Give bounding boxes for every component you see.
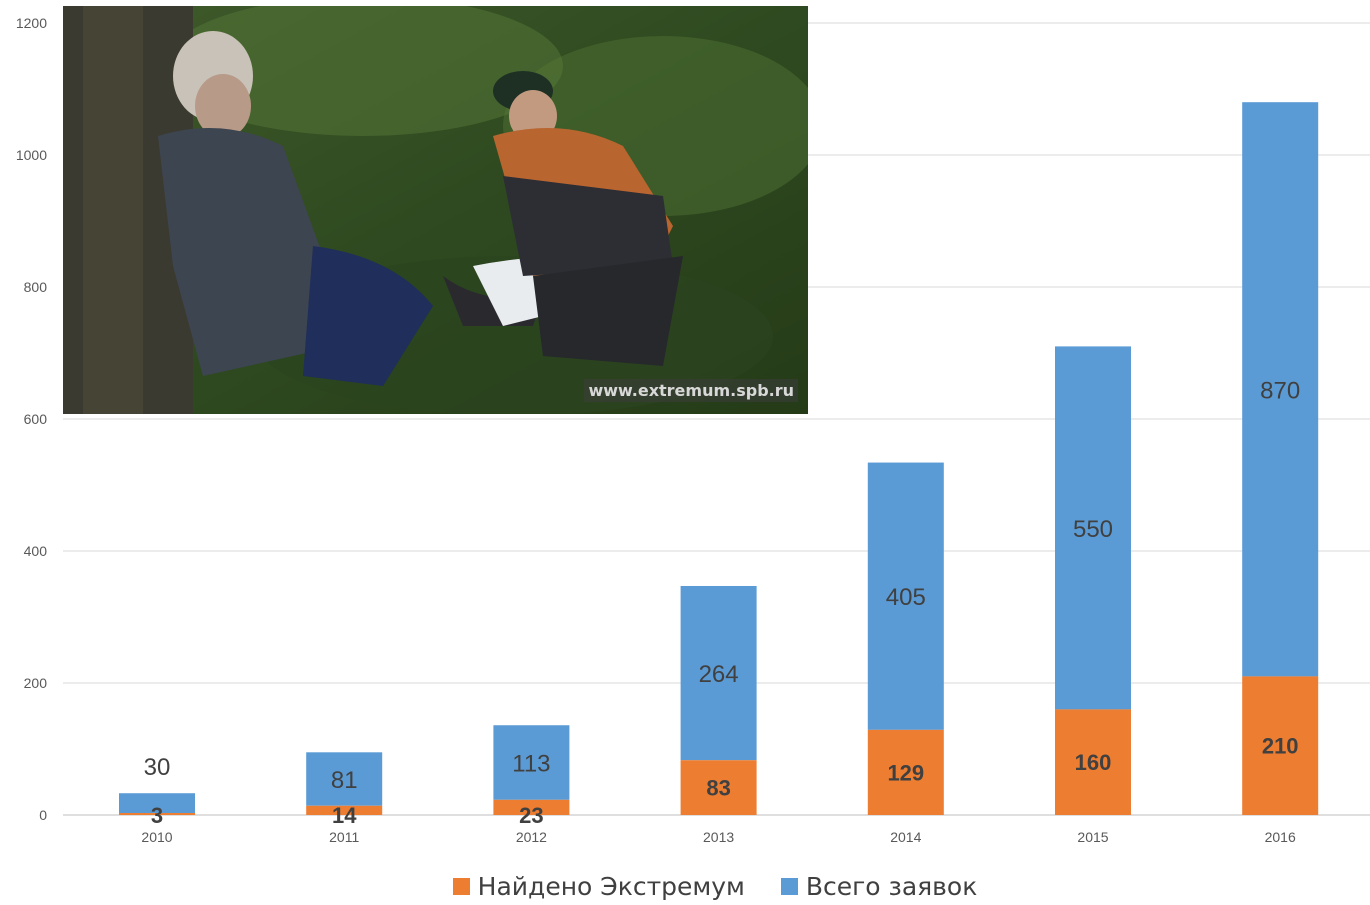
legend-label-total: Всего заявок (805, 872, 978, 901)
x-tick-label-2015: 2015 (1077, 829, 1108, 845)
bar-total-2015 (1055, 346, 1131, 710)
x-tick-label-2016: 2016 (1265, 829, 1296, 845)
x-tick-label-2012: 2012 (516, 829, 547, 845)
bar-total-2016 (1242, 102, 1319, 677)
bar-found-2010 (119, 813, 195, 815)
bar-total-2014 (867, 462, 944, 730)
bar-total-2012 (493, 725, 570, 800)
data-label-total-2012: 113 (512, 751, 550, 778)
y-tick-label-1000: 1000 (16, 147, 47, 163)
bar-found-2012 (493, 799, 570, 815)
bar-total-2010 (119, 793, 195, 814)
bar-found-2015 (1055, 709, 1131, 815)
data-label-total-2016: 870 (1260, 377, 1300, 404)
legend: Найдено Экстремум Всего заявок (0, 872, 1370, 901)
legend-item-total: Всего заявок (780, 872, 978, 901)
y-tick-label-1200: 1200 (16, 15, 47, 31)
y-axis: 0 200 400 600 800 1000 1200 (16, 15, 47, 823)
y-tick-label-800: 800 (24, 279, 48, 295)
legend-swatch-orange (452, 878, 470, 895)
bar-found-2016 (1242, 676, 1319, 815)
bar-found-2014 (867, 729, 944, 815)
data-label-total-2015: 550 (1073, 516, 1113, 543)
data-label-found-2013: 83 (706, 776, 730, 801)
data-label-total-2011: 81 (331, 767, 358, 794)
y-tick-label-400: 400 (24, 543, 48, 559)
legend-item-found: Найдено Экстремум (452, 872, 745, 901)
x-tick-label-2010: 2010 (141, 829, 172, 845)
bar-total-2011 (306, 752, 383, 806)
x-tick-label-2014: 2014 (890, 829, 921, 845)
x-tick-label-2013: 2013 (703, 829, 734, 845)
data-label-found-2010: 3 (151, 803, 163, 828)
data-label-found-2015: 160 (1075, 750, 1112, 775)
x-tick-label-2011: 2011 (329, 829, 359, 845)
rescue-photo: www.extremum.spb.ru (63, 6, 808, 414)
data-label-total-2013: 264 (699, 661, 739, 688)
legend-swatch-blue (780, 878, 798, 895)
data-label-total-2014: 405 (886, 584, 926, 611)
legend-label-found: Найдено Экстремум (477, 872, 745, 901)
y-tick-label-600: 600 (24, 411, 48, 427)
bar-found-2013 (680, 760, 757, 815)
data-label-total-2010: 30 (144, 754, 171, 781)
bar-total-2013 (680, 585, 757, 761)
bars: 30 3 81 14 113 23 264 83 405 129 550 160 870 210 (119, 102, 1319, 828)
x-axis: 2010 2011 2012 2013 2014 2015 2016 (141, 829, 1296, 845)
y-tick-label-200: 200 (24, 675, 48, 691)
data-label-found-2016: 210 (1262, 734, 1299, 759)
bar-found-2011 (306, 805, 383, 815)
data-label-found-2011: 14 (332, 803, 357, 828)
y-tick-label-0: 0 (39, 807, 47, 823)
photo-watermark: www.extremum.spb.ru (584, 379, 798, 402)
data-label-found-2012: 23 (519, 803, 543, 828)
data-label-found-2014: 129 (887, 760, 924, 785)
